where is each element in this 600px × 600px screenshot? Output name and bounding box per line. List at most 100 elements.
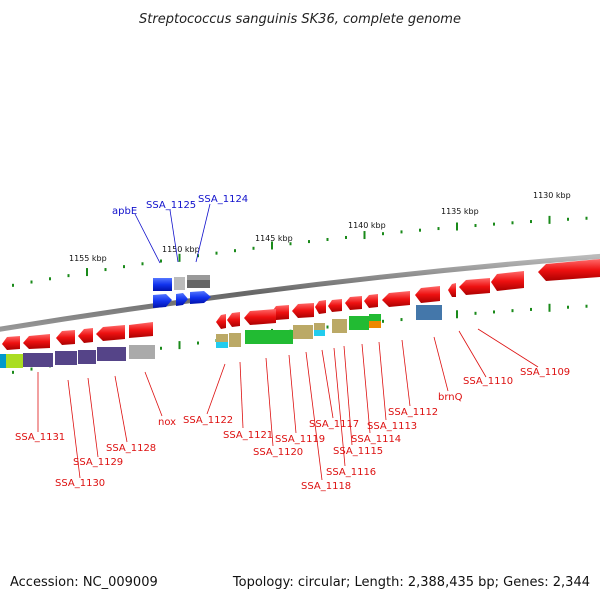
leader-line bbox=[239, 361, 244, 429]
scale-tick bbox=[474, 311, 477, 315]
scale-tick bbox=[49, 277, 51, 281]
gene-box bbox=[129, 345, 155, 359]
scale-tick bbox=[289, 242, 292, 246]
label-SSA_1130: SSA_1130 bbox=[55, 478, 105, 489]
gene-arrow bbox=[292, 303, 314, 318]
scale-tick bbox=[271, 241, 273, 250]
label-nox: nox bbox=[158, 417, 176, 428]
gene-box bbox=[349, 316, 369, 330]
scale-tick bbox=[178, 253, 181, 262]
gene-box bbox=[229, 333, 241, 347]
leader-line bbox=[134, 213, 161, 264]
accession-text: Accession: NC_009009 bbox=[10, 575, 158, 590]
leader-line bbox=[305, 351, 323, 481]
scale-tick bbox=[567, 217, 569, 221]
leader-line bbox=[265, 357, 274, 447]
scale-tick bbox=[160, 259, 162, 263]
scale-tick bbox=[530, 307, 532, 311]
label-SSA_1125: SSA_1125 bbox=[146, 200, 196, 211]
gene-box bbox=[216, 342, 228, 348]
gene-box bbox=[369, 314, 381, 321]
scale-tick bbox=[585, 304, 588, 308]
scale-tick bbox=[400, 230, 403, 234]
scale-tick bbox=[456, 222, 458, 231]
upper-strand-genes bbox=[2, 259, 600, 350]
leader-line bbox=[433, 336, 449, 392]
label-SSA_1124: SSA_1124 bbox=[198, 194, 248, 205]
scale-tick bbox=[511, 221, 514, 225]
gene-arrow bbox=[315, 300, 326, 314]
label-SSA_1114: SSA_1114 bbox=[351, 434, 401, 445]
scale-ticks-outer bbox=[12, 215, 588, 287]
scale-tick bbox=[437, 227, 440, 231]
topology-text: Topology: circular; Length: 2,388,435 bp… bbox=[232, 575, 590, 590]
label-SSA_1116: SSA_1116 bbox=[326, 467, 376, 478]
scale-tick bbox=[123, 265, 125, 269]
scale-tick bbox=[178, 341, 181, 350]
leader-line bbox=[169, 209, 179, 263]
gene-arrow bbox=[448, 283, 456, 297]
label-SSA_1121: SSA_1121 bbox=[223, 430, 273, 441]
scale-tick bbox=[12, 370, 14, 374]
gene-arrow bbox=[538, 259, 600, 281]
gene-box bbox=[6, 354, 23, 368]
gene-box bbox=[293, 325, 313, 339]
tick-label-1130: 1130 kbp bbox=[533, 191, 571, 200]
blue-genes bbox=[153, 275, 211, 308]
label-SSA_1113: SSA_1113 bbox=[367, 421, 417, 432]
leader-line bbox=[67, 379, 81, 479]
gene-arrow bbox=[23, 334, 50, 349]
label-brnQ: brnQ bbox=[438, 392, 463, 403]
gene-box bbox=[245, 330, 293, 344]
gene-arrow bbox=[345, 296, 362, 310]
leader-line bbox=[114, 375, 128, 443]
scale-tick bbox=[382, 319, 384, 323]
gene-box bbox=[314, 330, 325, 336]
gene-box bbox=[216, 334, 228, 342]
label-SSA_1117: SSA_1117 bbox=[309, 419, 359, 430]
gene-box bbox=[55, 351, 77, 365]
scale-tick bbox=[308, 240, 310, 244]
scale-tick bbox=[67, 274, 70, 278]
scale-tick bbox=[493, 222, 495, 226]
gene-box bbox=[314, 323, 325, 331]
gene-arrow bbox=[216, 314, 226, 329]
gene-arrow bbox=[2, 336, 20, 350]
gene-box bbox=[23, 353, 53, 367]
scale-tick bbox=[511, 309, 514, 313]
gene-box bbox=[78, 350, 96, 364]
label-SSA_1120: SSA_1120 bbox=[253, 447, 303, 458]
scale-tick bbox=[382, 232, 384, 236]
leader-lines bbox=[37, 203, 539, 481]
scale-tick bbox=[197, 341, 199, 345]
label-SSA_1110: SSA_1110 bbox=[463, 376, 513, 387]
scale-tick bbox=[215, 251, 218, 255]
gene-arrow bbox=[415, 286, 440, 303]
label-SSA_1128: SSA_1128 bbox=[106, 443, 156, 454]
gene-arrow bbox=[244, 309, 276, 325]
scale-tick bbox=[363, 231, 366, 240]
leader-line bbox=[401, 339, 411, 407]
leader-line bbox=[206, 363, 226, 415]
tick-label-1145: 1145 kbp bbox=[255, 234, 293, 243]
tick-label-1155: 1155 kbp bbox=[69, 254, 107, 263]
gene-box bbox=[187, 275, 210, 280]
scale-tick bbox=[104, 268, 107, 272]
scale-tick bbox=[30, 280, 33, 284]
genome-backbone bbox=[0, 253, 600, 332]
gene-box bbox=[416, 305, 442, 320]
gene-box bbox=[369, 321, 381, 328]
gene-arrow bbox=[153, 294, 172, 308]
gene-arrow bbox=[176, 293, 188, 306]
scale-tick bbox=[474, 224, 477, 228]
label-SSA_1112: SSA_1112 bbox=[388, 407, 438, 418]
label-SSA_1115: SSA_1115 bbox=[333, 446, 383, 457]
leader-line bbox=[321, 349, 334, 419]
gene-labels: apbE SSA_1125 SSA_1124 SSA_1131 SSA_1130… bbox=[15, 194, 570, 492]
label-SSA_1119: SSA_1119 bbox=[275, 434, 325, 445]
scale-tick bbox=[456, 310, 458, 319]
leader-line bbox=[343, 345, 353, 446]
label-SSA_1122: SSA_1122 bbox=[183, 415, 233, 426]
gene-arrow bbox=[382, 291, 410, 307]
